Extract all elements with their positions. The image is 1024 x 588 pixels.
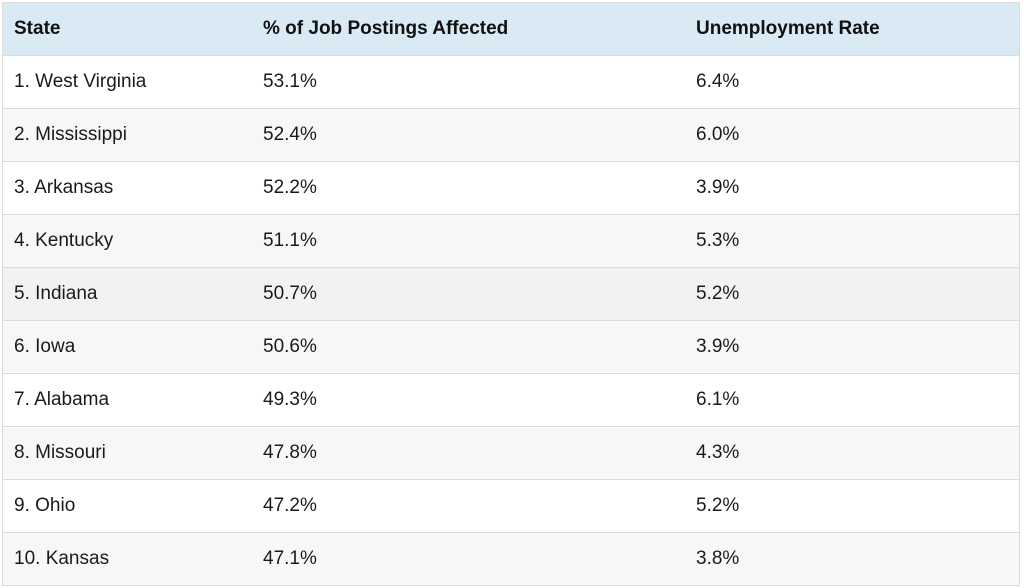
column-header-job-postings[interactable]: % of Job Postings Affected [263,17,509,39]
unemployment-cell: 3.9% [696,335,740,357]
state-cell: 8. Missouri [14,441,106,463]
column-header-state[interactable]: State [14,17,61,39]
unemployment-cell: 5.2% [696,494,740,516]
unemployment-cell: 6.0% [696,123,740,145]
table-row: 3. Arkansas 52.2% 3.9% [3,161,1019,214]
job-postings-cell: 53.1% [263,70,317,92]
state-cell: 3. Arkansas [14,176,114,198]
table-body: 1. West Virginia 53.1% 6.4% 2. Mississip… [3,55,1019,585]
job-postings-table: State % of Job Postings Affected Unemplo… [3,3,1019,585]
state-cell: 5. Indiana [14,282,98,304]
job-postings-cell: 52.2% [263,176,317,198]
job-postings-cell: 51.1% [263,229,317,251]
table-row: 2. Mississippi 52.4% 6.0% [3,108,1019,161]
table-row: 4. Kentucky 51.1% 5.3% [3,214,1019,267]
unemployment-cell: 5.2% [696,282,740,304]
table-row: 7. Alabama 49.3% 6.1% [3,373,1019,426]
job-postings-cell: 47.1% [263,547,317,569]
job-postings-cell: 52.4% [263,123,317,145]
table-row: 1. West Virginia 53.1% 6.4% [3,55,1019,108]
unemployment-cell: 3.9% [696,176,740,198]
unemployment-cell: 5.3% [696,229,740,251]
state-cell: 1. West Virginia [14,70,147,92]
table-row: 5. Indiana 50.7% 5.2% [3,267,1019,320]
unemployment-cell: 4.3% [696,441,740,463]
state-cell: 4. Kentucky [14,229,114,251]
table-row: 9. Ohio 47.2% 5.2% [3,479,1019,532]
state-cell: 7. Alabama [14,388,110,410]
table-header: State % of Job Postings Affected Unemplo… [3,3,1019,55]
job-postings-cell: 49.3% [263,388,317,410]
state-cell: 10. Kansas [14,547,110,569]
job-postings-cell: 47.8% [263,441,317,463]
job-postings-cell: 50.7% [263,282,317,304]
header-row: State % of Job Postings Affected Unemplo… [3,3,1019,55]
job-postings-cell: 50.6% [263,335,317,357]
state-cell: 2. Mississippi [14,123,127,145]
column-header-unemployment[interactable]: Unemployment Rate [696,17,880,39]
unemployment-cell: 6.1% [696,388,740,410]
unemployment-cell: 6.4% [696,70,740,92]
state-cell: 6. Iowa [14,335,76,357]
unemployment-cell: 3.8% [696,547,740,569]
state-cell: 9. Ohio [14,494,76,516]
table-row: 10. Kansas 47.1% 3.8% [3,532,1019,585]
table-row: 6. Iowa 50.6% 3.9% [3,320,1019,373]
job-postings-cell: 47.2% [263,494,317,516]
table-row: 8. Missouri 47.8% 4.3% [3,426,1019,479]
